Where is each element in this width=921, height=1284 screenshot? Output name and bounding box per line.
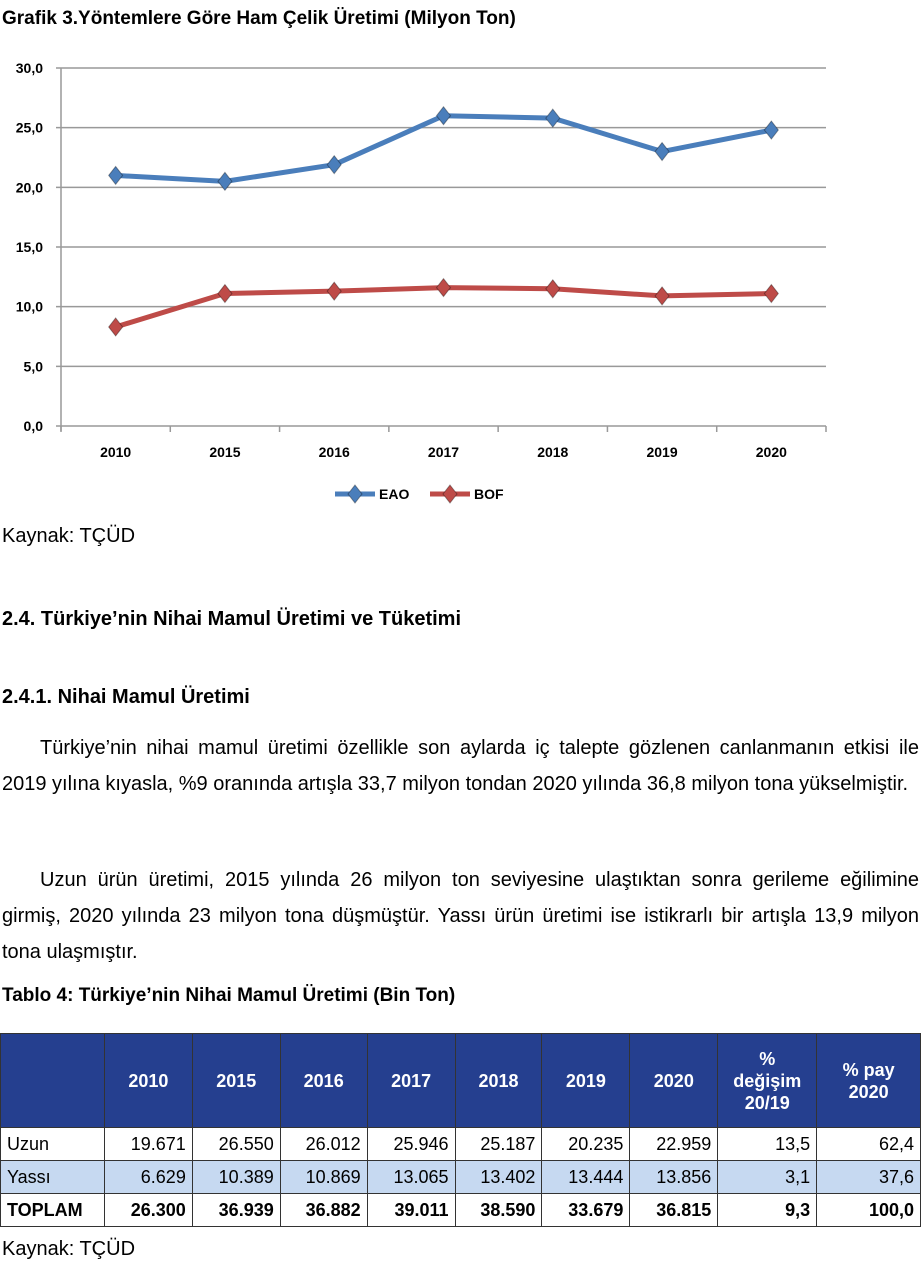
y-tick-label: 0,0 — [24, 418, 44, 434]
table-cell: 13.856 — [629, 1160, 719, 1194]
data-point-bof — [435, 277, 452, 298]
x-tick-label: 2010 — [100, 444, 131, 460]
chart-source: Kaynak: TÇÜD — [2, 525, 136, 547]
data-point-eao — [654, 141, 670, 162]
column-header: 2020 — [629, 1033, 719, 1128]
table-cell: 3,1 — [717, 1160, 818, 1194]
table-cell: 26.300 — [103, 1193, 193, 1227]
paragraph: Türkiye’nin nihai mamul üretimi özellikl… — [2, 737, 919, 795]
table-row: Uzun 19.671 26.550 26.012 25.946 25.187 20.235… — [0, 1127, 921, 1161]
data-point-eao — [435, 105, 452, 126]
table-cell: 25.946 — [366, 1127, 456, 1161]
data-point-bof — [326, 281, 342, 301]
column-header: 2016 — [279, 1033, 368, 1128]
section-heading: 2.4. Türkiye’nin Nihai Mamul Üretimi ve … — [2, 608, 462, 630]
table-row: Yassı 6.629 10.389 10.869 13.065 13.402 13.444… — [0, 1160, 921, 1194]
row-label: TOPLAM — [0, 1193, 105, 1227]
table-cell: 13.065 — [366, 1160, 456, 1194]
data-point-bof — [763, 283, 779, 304]
y-tick-label: 25,0 — [16, 120, 43, 136]
column-header: 2015 — [191, 1033, 281, 1128]
legend-marker — [442, 484, 458, 504]
table-cell: 26.012 — [279, 1127, 368, 1161]
y-tick-label: 10,0 — [16, 299, 43, 315]
table-cell: 39.011 — [366, 1193, 456, 1227]
table-cell: 20.235 — [541, 1127, 631, 1161]
table-row: TOPLAM 26.300 36.939 36.882 39.011 38.590 33.6… — [0, 1193, 921, 1227]
x-tick-label: 2018 — [537, 444, 568, 460]
data-point-bof — [654, 286, 670, 306]
paragraph: Uzun ürün üretimi, 2015 yılında 26 milyo… — [2, 869, 919, 963]
x-tick-label: 2017 — [428, 444, 459, 460]
data-point-eao — [217, 171, 233, 192]
x-tick-label: 2016 — [319, 444, 350, 460]
table-cell: 13.444 — [541, 1160, 631, 1194]
legend-label: BOF — [474, 486, 504, 502]
table-cell: 22.959 — [629, 1127, 719, 1161]
table-cell: 13,5 — [717, 1127, 818, 1161]
column-header: 2019 — [541, 1033, 631, 1128]
subsection-heading: 2.4.1. Nihai Mamul Üretimi — [2, 686, 250, 708]
data-point-eao — [763, 120, 779, 140]
data-point-eao — [108, 165, 124, 186]
table-cell: 36.939 — [191, 1193, 281, 1227]
y-tick-label: 20,0 — [16, 179, 43, 195]
data-point-bof — [217, 283, 233, 304]
data-point-bof — [108, 317, 124, 337]
row-label: Yassı — [0, 1160, 105, 1194]
table-cell: 36.882 — [279, 1193, 368, 1227]
column-header: 2017 — [366, 1033, 456, 1128]
column-header: 2018 — [454, 1033, 543, 1128]
legend-marker — [347, 484, 363, 504]
chart-title: Grafik 3.Yöntemlere Göre Ham Çelik Üreti… — [2, 8, 516, 29]
table-header-row: 2010 2015 2016 2017 2018 2019 2020 % değ… — [0, 1033, 921, 1128]
y-tick-label: 15,0 — [16, 239, 43, 255]
legend-label: EAO — [379, 486, 409, 502]
y-tick-label: 5,0 — [24, 358, 44, 374]
table-title: Tablo 4: Türkiye’nin Nihai Mamul Üretimi… — [2, 985, 456, 1006]
data-point-eao — [326, 154, 342, 175]
line-chart: 0,0 5,0 10,0 15,0 20,0 25,0 30,0 2010 2015 2016 20… — [16, 60, 827, 504]
row-label: Uzun — [0, 1127, 105, 1161]
table-cell: 36.815 — [629, 1193, 719, 1227]
column-header: 2010 — [103, 1033, 193, 1128]
table-cell: 9,3 — [717, 1193, 818, 1227]
table-source: Kaynak: TÇÜD — [2, 1238, 136, 1260]
column-header — [0, 1033, 105, 1128]
x-tick-label: 2020 — [756, 444, 787, 460]
table-cell: 33.679 — [541, 1193, 631, 1227]
table-cell: 26.550 — [191, 1127, 281, 1161]
table-cell: 62,4 — [816, 1127, 921, 1161]
table-cell: 19.671 — [103, 1127, 193, 1161]
table-cell: 10.389 — [191, 1160, 281, 1194]
table-cell: 10.869 — [279, 1160, 368, 1194]
table-cell: 37,6 — [816, 1160, 921, 1194]
table-cell: 13.402 — [454, 1160, 543, 1194]
table-cell: 38.590 — [454, 1193, 543, 1227]
x-tick-label: 2015 — [209, 444, 240, 460]
y-tick-label: 30,0 — [16, 60, 43, 76]
table-cell: 100,0 — [816, 1193, 921, 1227]
column-header: % değişim 20/19 — [717, 1033, 818, 1128]
column-header: % pay 2020 — [816, 1033, 921, 1128]
production-table: 2010 2015 2016 2017 2018 2019 2020 % değ… — [0, 1033, 921, 1227]
table-cell: 6.629 — [103, 1160, 193, 1194]
table-cell: 25.187 — [454, 1127, 543, 1161]
data-point-eao — [545, 108, 561, 128]
x-tick-label: 2019 — [646, 444, 677, 460]
series-line-eao — [115, 113, 772, 184]
data-point-bof — [545, 278, 561, 299]
